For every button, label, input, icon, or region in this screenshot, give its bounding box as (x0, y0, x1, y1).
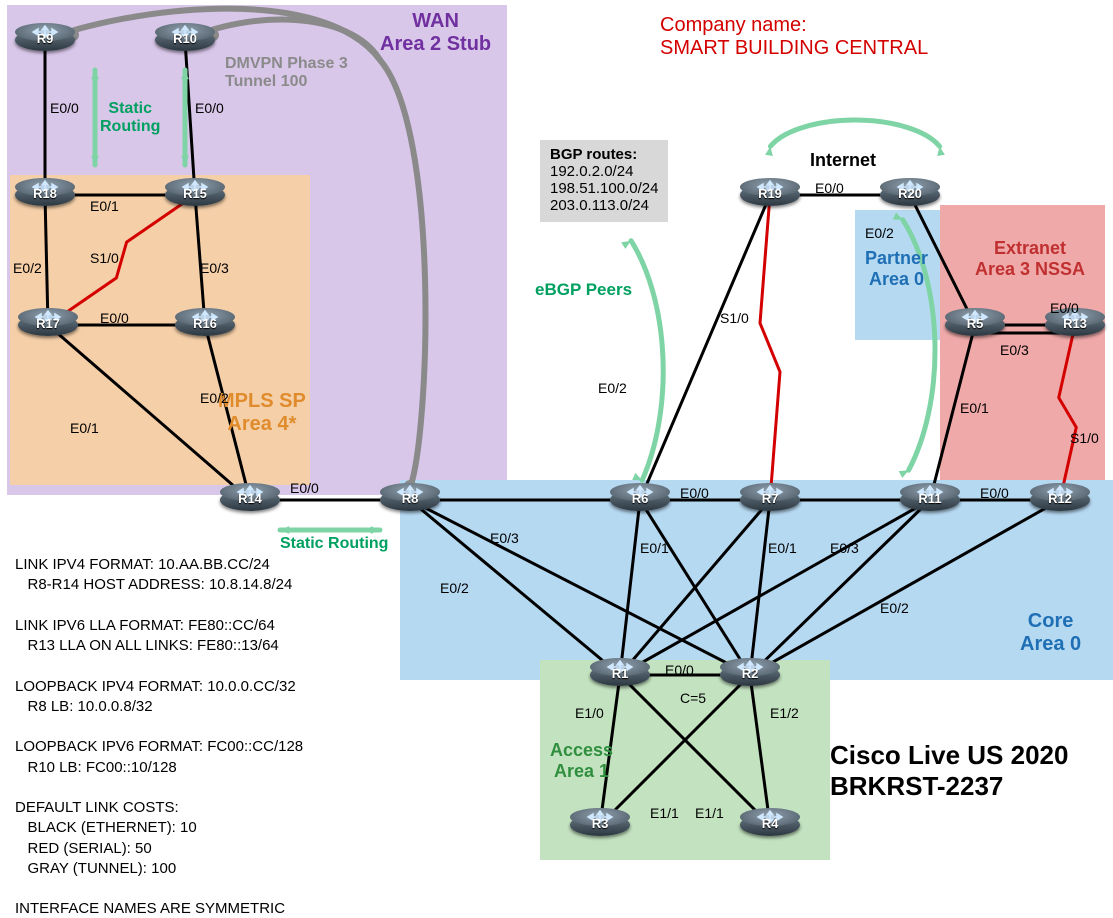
router-r18: R18 (15, 178, 75, 212)
router-r3: R3 (570, 808, 630, 842)
router-r16: R16 (175, 308, 235, 342)
notes-block: LINK IPV4 FORMAT: 10.AA.BB.CC/24 R8-R14 … (15, 555, 303, 918)
router-label: R18 (15, 186, 75, 201)
router-label: R4 (740, 816, 800, 831)
interface-label: E1/0 (575, 705, 604, 721)
interface-label: E0/0 (815, 180, 844, 196)
interface-label: E0/3 (200, 260, 229, 276)
router-label: R12 (1030, 491, 1090, 506)
router-label: R6 (610, 491, 670, 506)
area-label-core: Core Area 0 (1020, 610, 1081, 656)
area-label-partner: Partner Area 0 (865, 248, 928, 290)
interface-label: E0/1 (768, 540, 797, 556)
interface-label: E0/2 (880, 600, 909, 616)
router-r10: R10 (155, 23, 215, 57)
router-r7: R7 (740, 483, 800, 517)
router-label: R10 (155, 31, 215, 46)
router-label: R9 (15, 31, 75, 46)
router-label: R3 (570, 816, 630, 831)
green-label: Static Routing (280, 535, 388, 553)
interface-label: E0/3 (490, 530, 519, 546)
interface-label: E0/1 (90, 198, 119, 214)
interface-label: E0/1 (70, 420, 99, 436)
diagram-stage: R1 R2 R3 (0, 0, 1113, 918)
interface-label: E0/2 (598, 380, 627, 396)
router-r9: R9 (15, 23, 75, 57)
area-label-access: Access Area 1 (550, 740, 613, 782)
router-label: R8 (380, 491, 440, 506)
interface-label: E1/1 (695, 805, 724, 821)
router-label: R17 (18, 316, 78, 331)
interface-label: E1/1 (650, 805, 679, 821)
interface-label: E0/0 (680, 485, 709, 501)
interface-label: E0/2 (440, 580, 469, 596)
router-r14: R14 (220, 483, 280, 517)
router-label: R1 (590, 666, 650, 681)
router-r17: R17 (18, 308, 78, 342)
router-r6: R6 (610, 483, 670, 517)
router-r12: R12 (1030, 483, 1090, 517)
interface-label: E0/0 (290, 480, 319, 496)
interface-label: E1/2 (770, 705, 799, 721)
company-name: Company name: SMART BUILDING CENTRAL (660, 14, 928, 60)
info-label: DMVPN Phase 3 Tunnel 100 (225, 55, 348, 91)
info-label: Internet (810, 150, 876, 171)
router-r20: R20 (880, 178, 940, 212)
router-r11: R11 (900, 483, 960, 517)
interface-label: E0/2 (13, 260, 42, 276)
area-label-mpls: MPLS SP Area 4* (218, 390, 306, 436)
interface-label: E0/1 (640, 540, 669, 556)
interface-label: E0/0 (195, 100, 224, 116)
router-r8: R8 (380, 483, 440, 517)
interface-label: E0/0 (1050, 300, 1079, 316)
interface-label: S1/0 (1070, 430, 1099, 446)
router-label: R15 (165, 186, 225, 201)
router-label: R16 (175, 316, 235, 331)
interface-label: S1/0 (90, 250, 119, 266)
router-label: R19 (740, 186, 800, 201)
router-r4: R4 (740, 808, 800, 842)
router-r2: R2 (720, 658, 780, 692)
green-label: Static Routing (100, 100, 160, 136)
router-label: R13 (1045, 316, 1105, 331)
area-label-extranet: Extranet Area 3 NSSA (975, 238, 1085, 280)
info-label: C=5 (680, 690, 706, 706)
interface-label: E0/1 (960, 400, 989, 416)
area-label-wan: WAN Area 2 Stub (380, 10, 491, 56)
bgp-routes-box: BGP routes: 192.0.2.0/24 198.51.100.0/24… (540, 140, 668, 222)
green-label: eBGP Peers (535, 280, 632, 300)
interface-label: E0/0 (665, 662, 694, 678)
interface-label: S1/0 (720, 310, 749, 326)
router-r19: R19 (740, 178, 800, 212)
interface-label: E0/0 (50, 100, 79, 116)
router-label: R11 (900, 491, 960, 506)
router-label: R5 (945, 316, 1005, 331)
router-r1: R1 (590, 658, 650, 692)
router-label: R7 (740, 491, 800, 506)
interface-label: E0/0 (980, 485, 1009, 501)
router-r5: R5 (945, 308, 1005, 342)
interface-label: E0/2 (200, 390, 229, 406)
footer-title: Cisco Live US 2020 BRKRST-2237 (830, 740, 1068, 802)
interface-label: E0/3 (830, 540, 859, 556)
interface-label: E0/3 (1000, 342, 1029, 358)
interface-label: E0/2 (865, 225, 894, 241)
router-label: R2 (720, 666, 780, 681)
interface-label: E0/0 (100, 310, 129, 326)
router-r15: R15 (165, 178, 225, 212)
router-label: R14 (220, 491, 280, 506)
router-label: R20 (880, 186, 940, 201)
